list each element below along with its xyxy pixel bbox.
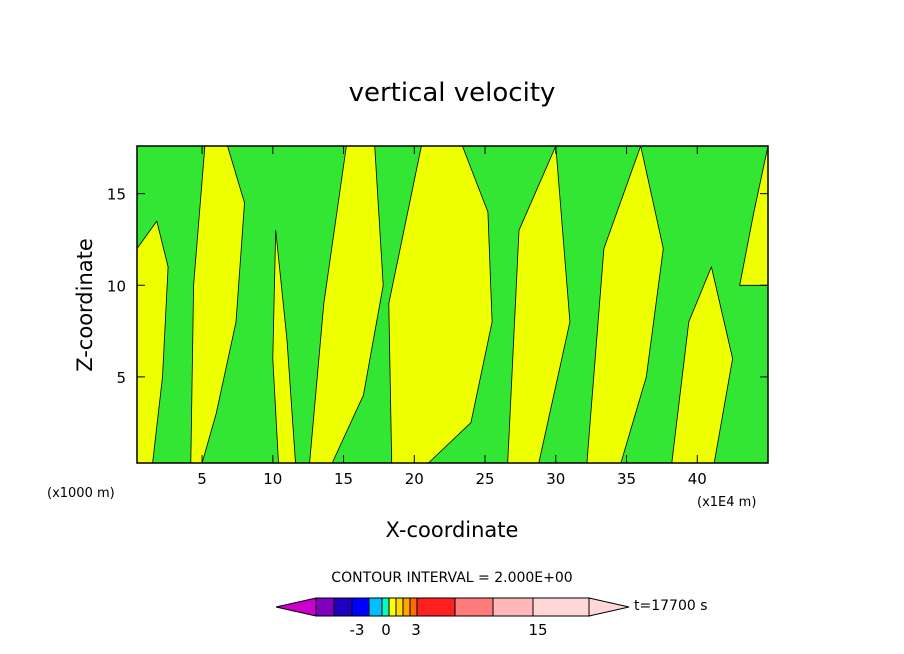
- colorbar-cell: [395, 597, 404, 617]
- colorbar-cell: [333, 597, 353, 617]
- colorbar-cell: [492, 597, 534, 617]
- x-tick-label: 20: [405, 470, 424, 488]
- colorbar-tick-label: 3: [411, 621, 421, 639]
- colorbar-tick-label: 15: [528, 621, 547, 639]
- colorbar-cell: [532, 597, 591, 617]
- time-label: t=17700 s: [634, 598, 708, 614]
- x-axis-label: X-coordinate: [386, 518, 519, 542]
- y-axis-label: Z-coordinate: [73, 238, 97, 372]
- colorbar-overflow: [588, 597, 630, 617]
- axis-ticks: 5 10 15 20 25 30 35 40 5 10 15: [107, 146, 768, 488]
- y-tick-label: 5: [116, 369, 126, 387]
- y-tick-label: 15: [107, 186, 126, 204]
- colorbar-cell: [368, 597, 383, 617]
- colorbar-cell: [454, 597, 494, 617]
- positive-region-5: [388, 145, 493, 464]
- colorbar-cell: [351, 597, 370, 617]
- x-tick-label: 25: [475, 470, 494, 488]
- y-axis-unit: (x1000 m): [47, 486, 115, 501]
- x-tick-label: 35: [617, 470, 636, 488]
- chart-title: vertical velocity: [349, 78, 556, 108]
- y-tick-label: 10: [107, 277, 126, 295]
- colorbar: -3 0 3 15: [275, 597, 630, 639]
- colorbar-underflow: [275, 597, 317, 617]
- positive-region-2: [190, 145, 245, 464]
- colorbar-tick-label: 0: [381, 621, 391, 639]
- colorbar-cell: [315, 597, 335, 617]
- colorbar-cell: [402, 597, 411, 617]
- x-tick-label: 40: [688, 470, 707, 488]
- colorbar-tick-label: -3: [350, 621, 365, 639]
- x-tick-label: 10: [263, 470, 282, 488]
- colorbar-cell: [388, 597, 397, 617]
- positive-region-4: [309, 145, 384, 464]
- colorbar-cell: [409, 597, 418, 617]
- colorbar-cell: [416, 597, 456, 617]
- x-tick-label: 15: [334, 470, 353, 488]
- colorbar-cell: [381, 597, 390, 617]
- plot-frame: [136, 145, 769, 464]
- x-tick-label: 5: [197, 470, 207, 488]
- contour-field: [136, 145, 769, 464]
- x-tick-label: 30: [546, 470, 565, 488]
- x-axis-unit: (x1E4 m): [697, 495, 756, 510]
- contour-interval: CONTOUR INTERVAL = 2.000E+00: [331, 570, 572, 586]
